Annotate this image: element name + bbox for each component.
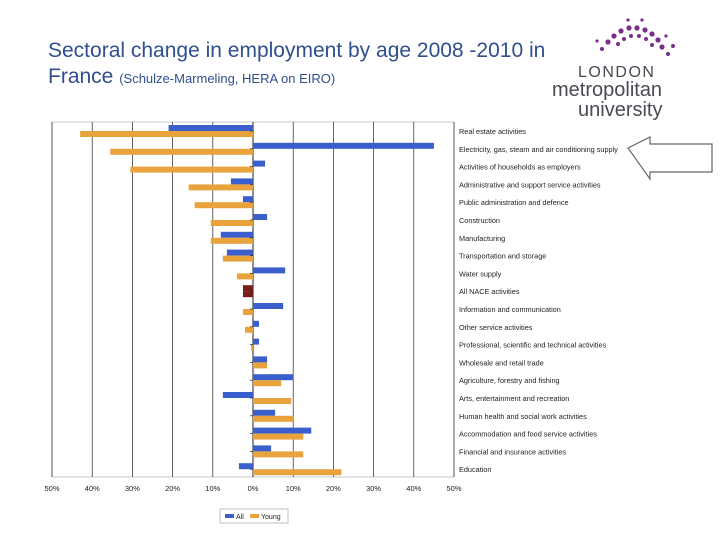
bar-young — [253, 469, 342, 476]
category-label: Accommodation and food service activitie… — [459, 430, 597, 439]
bar-all — [220, 231, 253, 238]
bar-all — [253, 214, 268, 220]
category-label: All NACE activities — [459, 287, 520, 296]
category-label: Real estate activities — [459, 127, 526, 136]
x-tick-label: 10% — [205, 484, 220, 493]
bar-all — [253, 303, 284, 309]
category-label: Education — [459, 465, 491, 474]
bar-young — [222, 255, 253, 262]
bar-all — [222, 392, 253, 398]
category-label: Wholesale and retail trade — [459, 358, 544, 367]
callout-arrow-icon — [627, 136, 713, 181]
bar-all — [253, 338, 260, 345]
x-tick-label: 10% — [286, 484, 301, 493]
bar-young — [210, 237, 253, 244]
x-tick-label: 20% — [165, 484, 180, 493]
bar-young — [253, 398, 292, 404]
legend: All Young — [219, 508, 289, 524]
x-tick-label: 20% — [326, 484, 341, 493]
bar-all — [168, 125, 253, 131]
category-label: Human health and social work activities — [459, 412, 587, 421]
x-tick-labels: 50% 40% 30% 20% 10% 0% 10% 20% 30% 40% 50% — [44, 484, 461, 493]
logo-line-metropolitan: metropolitan — [552, 79, 662, 101]
bar-all — [253, 445, 272, 452]
bar-all — [253, 427, 312, 434]
logo-line-university: university — [578, 99, 662, 121]
category-label: Agriculture, forestry and fishing — [459, 376, 560, 385]
slide-title: Sectoral change in employment by age 200… — [48, 38, 558, 92]
legend-swatch-all — [225, 514, 234, 518]
logo-line-london: LONDON — [578, 64, 655, 81]
bar-young — [253, 415, 294, 422]
bar-all — [253, 320, 260, 327]
category-label: Information and communication — [459, 305, 561, 314]
bar-young — [210, 220, 253, 226]
x-tick-label: 30% — [366, 484, 381, 493]
bar-all — [253, 267, 286, 274]
bar-young — [253, 380, 282, 387]
x-tick-label: 40% — [406, 484, 421, 493]
bar-young — [242, 291, 253, 298]
bar-all — [230, 178, 253, 185]
category-label: Other service activities — [459, 323, 533, 332]
bar-young — [253, 362, 268, 369]
category-label: Transportation and storage — [459, 252, 546, 261]
category-label: Construction — [459, 216, 500, 225]
bar-young — [242, 309, 253, 315]
category-label: Water supply — [459, 269, 502, 278]
bar-all — [253, 160, 266, 167]
bar-young — [188, 184, 253, 191]
bar-young — [80, 131, 253, 137]
category-label: Activities of households as employers — [459, 163, 581, 172]
legend-swatch-young — [250, 514, 259, 518]
bar-all — [253, 374, 294, 381]
category-label: Manufacturing — [459, 234, 505, 243]
category-label: Electricity, gas, steam and air conditio… — [459, 145, 618, 154]
bar-young — [130, 166, 253, 173]
gridlines — [51, 122, 455, 477]
bar-all — [238, 463, 253, 470]
bar-all — [253, 409, 276, 416]
bar-young — [253, 451, 304, 458]
category-label: Administrative and support service activ… — [459, 180, 601, 189]
bar-all — [253, 142, 434, 149]
bar-all — [253, 356, 268, 363]
title-source: (Schulze-Marmeling, HERA on EIRO) — [119, 71, 336, 86]
x-tick-label: 0% — [248, 484, 259, 493]
bar-all — [226, 249, 253, 256]
category-label: Financial and insurance activities — [459, 447, 566, 456]
bar-young — [250, 344, 253, 351]
legend-label-all: All — [236, 514, 244, 521]
category-label: Public administration and defence — [459, 198, 569, 207]
x-tick-label: 40% — [85, 484, 100, 493]
x-tick-label: 50% — [44, 484, 59, 493]
bar-young — [253, 433, 304, 440]
x-tick-label: 30% — [125, 484, 140, 493]
title-main: Sectoral change in employment by age 200… — [48, 39, 546, 88]
bar-young — [194, 202, 253, 209]
category-label: Arts, entertainment and recreation — [459, 394, 569, 403]
category-labels: Real estate activities Electricity, gas, … — [459, 127, 618, 474]
bars — [80, 125, 434, 476]
bar-young — [110, 148, 253, 155]
bar-young — [244, 326, 253, 333]
bar-all — [242, 285, 253, 292]
x-tick-label: 50% — [446, 484, 461, 493]
university-logo: LONDON metropolitan university — [552, 18, 675, 121]
bar-all — [242, 196, 253, 203]
category-label: Professional, scientific and technical a… — [459, 341, 607, 350]
bar-young — [236, 273, 253, 280]
legend-label-young: Young — [261, 514, 281, 521]
logo-dot-arc-icon — [595, 18, 675, 56]
